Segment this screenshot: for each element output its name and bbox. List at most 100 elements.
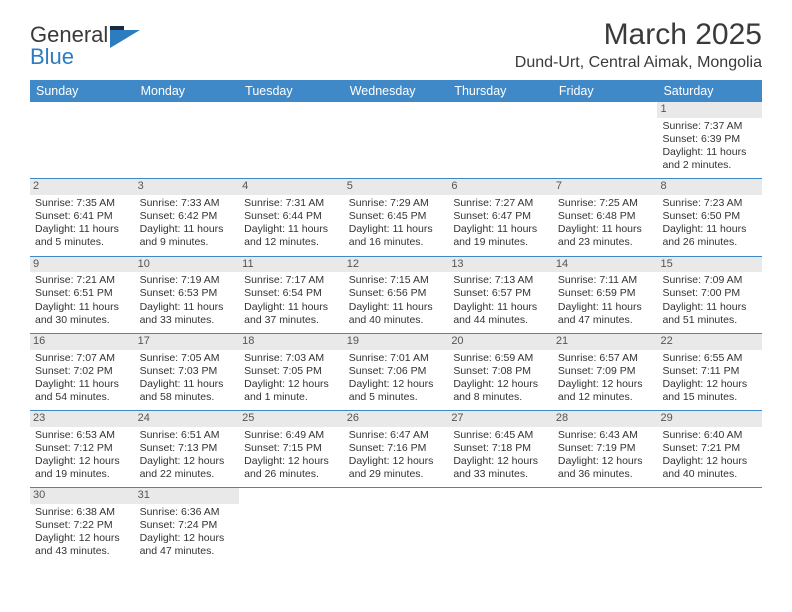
calendar-day-cell: 14Sunrise: 7:11 AMSunset: 6:59 PMDayligh… xyxy=(553,257,658,333)
daylight-text: Daylight: 11 hours and 51 minutes. xyxy=(662,301,757,327)
day-number: 21 xyxy=(553,334,658,350)
daylight-text: Daylight: 11 hours and 44 minutes. xyxy=(453,301,548,327)
day-number: 30 xyxy=(30,488,135,504)
calendar-empty-cell xyxy=(344,488,449,564)
sunrise-text: Sunrise: 7:23 AM xyxy=(662,197,757,210)
day-number: 12 xyxy=(344,257,449,273)
sunset-text: Sunset: 6:50 PM xyxy=(662,210,757,223)
sunrise-text: Sunrise: 7:07 AM xyxy=(35,352,130,365)
daylight-text: Daylight: 12 hours and 47 minutes. xyxy=(140,532,235,558)
day-number: 23 xyxy=(30,411,135,427)
daylight-text: Daylight: 12 hours and 19 minutes. xyxy=(35,455,130,481)
calendar-day-cell: 26Sunrise: 6:47 AMSunset: 7:16 PMDayligh… xyxy=(344,411,449,487)
sunrise-text: Sunrise: 7:03 AM xyxy=(244,352,339,365)
sunrise-text: Sunrise: 7:25 AM xyxy=(558,197,653,210)
sunset-text: Sunset: 6:51 PM xyxy=(35,287,130,300)
calendar-day-cell: 21Sunrise: 6:57 AMSunset: 7:09 PMDayligh… xyxy=(553,334,658,410)
day-number: 31 xyxy=(135,488,240,504)
calendar-day-cell: 1Sunrise: 7:37 AMSunset: 6:39 PMDaylight… xyxy=(657,102,762,178)
calendar-day-cell: 22Sunrise: 6:55 AMSunset: 7:11 PMDayligh… xyxy=(657,334,762,410)
calendar-week-row: 16Sunrise: 7:07 AMSunset: 7:02 PMDayligh… xyxy=(30,334,762,411)
daylight-text: Daylight: 11 hours and 26 minutes. xyxy=(662,223,757,249)
calendar-empty-cell xyxy=(553,102,658,178)
daylight-text: Daylight: 12 hours and 43 minutes. xyxy=(35,532,130,558)
calendar-day-cell: 20Sunrise: 6:59 AMSunset: 7:08 PMDayligh… xyxy=(448,334,553,410)
day-number: 5 xyxy=(344,179,449,195)
sunrise-text: Sunrise: 7:17 AM xyxy=(244,274,339,287)
daylight-text: Daylight: 12 hours and 5 minutes. xyxy=(349,378,444,404)
sunset-text: Sunset: 7:22 PM xyxy=(35,519,130,532)
daylight-text: Daylight: 12 hours and 33 minutes. xyxy=(453,455,548,481)
sunset-text: Sunset: 7:21 PM xyxy=(662,442,757,455)
day-number: 24 xyxy=(135,411,240,427)
calendar-day-cell: 15Sunrise: 7:09 AMSunset: 7:00 PMDayligh… xyxy=(657,257,762,333)
daylight-text: Daylight: 12 hours and 29 minutes. xyxy=(349,455,444,481)
day-number: 25 xyxy=(239,411,344,427)
sunset-text: Sunset: 6:54 PM xyxy=(244,287,339,300)
sunrise-text: Sunrise: 6:59 AM xyxy=(453,352,548,365)
daylight-text: Daylight: 11 hours and 16 minutes. xyxy=(349,223,444,249)
daylight-text: Daylight: 11 hours and 2 minutes. xyxy=(662,146,757,172)
day-number: 11 xyxy=(239,257,344,273)
sunrise-text: Sunrise: 6:51 AM xyxy=(140,429,235,442)
calendar-week-row: 1Sunrise: 7:37 AMSunset: 6:39 PMDaylight… xyxy=(30,102,762,179)
day-number: 9 xyxy=(30,257,135,273)
sunrise-text: Sunrise: 6:47 AM xyxy=(349,429,444,442)
day-number: 4 xyxy=(239,179,344,195)
calendar-day-cell: 23Sunrise: 6:53 AMSunset: 7:12 PMDayligh… xyxy=(30,411,135,487)
logo-flag-icon xyxy=(110,26,144,53)
sunrise-text: Sunrise: 6:40 AM xyxy=(662,429,757,442)
sunset-text: Sunset: 6:45 PM xyxy=(349,210,444,223)
day-number: 20 xyxy=(448,334,553,350)
sunset-text: Sunset: 6:56 PM xyxy=(349,287,444,300)
calendar-week-row: 2Sunrise: 7:35 AMSunset: 6:41 PMDaylight… xyxy=(30,179,762,256)
day-number: 16 xyxy=(30,334,135,350)
month-title: March 2025 xyxy=(515,18,762,52)
calendar-day-cell: 11Sunrise: 7:17 AMSunset: 6:54 PMDayligh… xyxy=(239,257,344,333)
sunset-text: Sunset: 7:16 PM xyxy=(349,442,444,455)
sunrise-text: Sunrise: 7:35 AM xyxy=(35,197,130,210)
logo: General Blue xyxy=(30,24,144,68)
sunset-text: Sunset: 6:47 PM xyxy=(453,210,548,223)
sunrise-text: Sunrise: 7:29 AM xyxy=(349,197,444,210)
calendar-day-cell: 18Sunrise: 7:03 AMSunset: 7:05 PMDayligh… xyxy=(239,334,344,410)
daylight-text: Daylight: 11 hours and 58 minutes. xyxy=(140,378,235,404)
calendar-day-cell: 12Sunrise: 7:15 AMSunset: 6:56 PMDayligh… xyxy=(344,257,449,333)
day-number: 1 xyxy=(657,102,762,118)
sunset-text: Sunset: 6:44 PM xyxy=(244,210,339,223)
calendar-empty-cell xyxy=(135,102,240,178)
sunrise-text: Sunrise: 7:19 AM xyxy=(140,274,235,287)
day-number: 29 xyxy=(657,411,762,427)
calendar-day-cell: 7Sunrise: 7:25 AMSunset: 6:48 PMDaylight… xyxy=(553,179,658,255)
sunrise-text: Sunrise: 6:36 AM xyxy=(140,506,235,519)
calendar-day-cell: 8Sunrise: 7:23 AMSunset: 6:50 PMDaylight… xyxy=(657,179,762,255)
day-number: 19 xyxy=(344,334,449,350)
location-subtitle: Dund-Urt, Central Aimak, Mongolia xyxy=(515,54,762,72)
daylight-text: Daylight: 11 hours and 40 minutes. xyxy=(349,301,444,327)
sunrise-text: Sunrise: 6:53 AM xyxy=(35,429,130,442)
daylight-text: Daylight: 11 hours and 19 minutes. xyxy=(453,223,548,249)
calendar-empty-cell xyxy=(344,102,449,178)
daylight-text: Daylight: 12 hours and 22 minutes. xyxy=(140,455,235,481)
weekday-header: Tuesday xyxy=(239,80,344,102)
daylight-text: Daylight: 12 hours and 12 minutes. xyxy=(558,378,653,404)
calendar-day-cell: 17Sunrise: 7:05 AMSunset: 7:03 PMDayligh… xyxy=(135,334,240,410)
calendar-body: 1Sunrise: 7:37 AMSunset: 6:39 PMDaylight… xyxy=(30,102,762,565)
weekday-header: Monday xyxy=(135,80,240,102)
sunset-text: Sunset: 7:00 PM xyxy=(662,287,757,300)
title-block: March 2025 Dund-Urt, Central Aimak, Mong… xyxy=(515,18,762,72)
calendar-week-row: 23Sunrise: 6:53 AMSunset: 7:12 PMDayligh… xyxy=(30,411,762,488)
weekday-header-row: Sunday Monday Tuesday Wednesday Thursday… xyxy=(30,80,762,102)
sunrise-text: Sunrise: 7:05 AM xyxy=(140,352,235,365)
daylight-text: Daylight: 12 hours and 15 minutes. xyxy=(662,378,757,404)
calendar-week-row: 30Sunrise: 6:38 AMSunset: 7:22 PMDayligh… xyxy=(30,488,762,564)
calendar-day-cell: 6Sunrise: 7:27 AMSunset: 6:47 PMDaylight… xyxy=(448,179,553,255)
sunset-text: Sunset: 7:06 PM xyxy=(349,365,444,378)
sunset-text: Sunset: 7:11 PM xyxy=(662,365,757,378)
sunrise-text: Sunrise: 6:49 AM xyxy=(244,429,339,442)
day-number: 27 xyxy=(448,411,553,427)
day-number: 13 xyxy=(448,257,553,273)
sunrise-text: Sunrise: 7:27 AM xyxy=(453,197,548,210)
daylight-text: Daylight: 12 hours and 40 minutes. xyxy=(662,455,757,481)
calendar-day-cell: 3Sunrise: 7:33 AMSunset: 6:42 PMDaylight… xyxy=(135,179,240,255)
